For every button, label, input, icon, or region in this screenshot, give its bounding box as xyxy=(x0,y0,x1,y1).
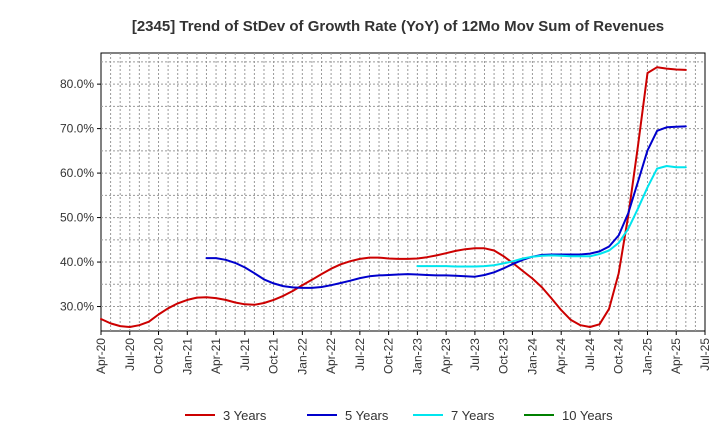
legend-label-10-years: 10 Years xyxy=(562,408,613,423)
y-tick-label: 60.0% xyxy=(60,166,94,180)
legend-label-3-years: 3 Years xyxy=(223,408,267,423)
x-tick-label: Jul-21 xyxy=(238,338,252,371)
x-tick-label: Apr-20 xyxy=(94,338,108,374)
x-tick-label: Apr-22 xyxy=(324,338,338,374)
y-tick-label: 70.0% xyxy=(60,122,94,136)
x-tick-label: Oct-21 xyxy=(267,338,281,374)
legend: 3 Years 5 Years 7 Years 10 Years xyxy=(185,408,613,423)
x-tick-label: Oct-22 xyxy=(382,338,396,374)
x-tick-label: Apr-24 xyxy=(554,338,568,374)
x-tick-label: Jul-25 xyxy=(698,338,712,371)
x-tick-label: Jul-24 xyxy=(583,338,597,371)
plot-area: 30.0% 40.0% 50.0% 60.0% 70.0% 80.0% Apr-20 Jul-… xyxy=(60,52,712,375)
x-tick-label: Jan-21 xyxy=(180,338,194,375)
x-tick-label: Jan-25 xyxy=(640,338,654,375)
x-tick-label: Jul-22 xyxy=(353,338,367,371)
y-tick-label: 50.0% xyxy=(60,211,94,225)
x-tick-label: Jan-22 xyxy=(295,338,309,375)
x-tick-label: Jul-20 xyxy=(123,338,137,371)
series-line-7-years xyxy=(416,165,687,268)
legend-label-5-years: 5 Years xyxy=(345,408,389,423)
x-tick-label: Jul-23 xyxy=(468,338,482,371)
x-tick-label: Oct-23 xyxy=(497,338,511,374)
x-tick-label: Apr-21 xyxy=(209,338,223,374)
y-tick-label: 40.0% xyxy=(60,255,94,269)
x-tick-label: Jan-24 xyxy=(525,338,539,375)
series-line-3-years xyxy=(100,66,687,328)
chart-title: [2345] Trend of StDev of Growth Rate (Yo… xyxy=(132,18,664,35)
series-line-5-years xyxy=(205,125,687,289)
x-tick-label: Oct-20 xyxy=(152,338,166,374)
x-tick-label: Jan-23 xyxy=(410,338,424,375)
x-tick-label: Apr-25 xyxy=(669,338,683,374)
y-tick-label: 80.0% xyxy=(60,77,94,91)
x-tick-label: Oct-24 xyxy=(612,338,626,374)
x-tick-label: Apr-23 xyxy=(439,338,453,374)
legend-label-7-years: 7 Years xyxy=(451,408,495,423)
y-tick-label: 30.0% xyxy=(60,300,94,314)
